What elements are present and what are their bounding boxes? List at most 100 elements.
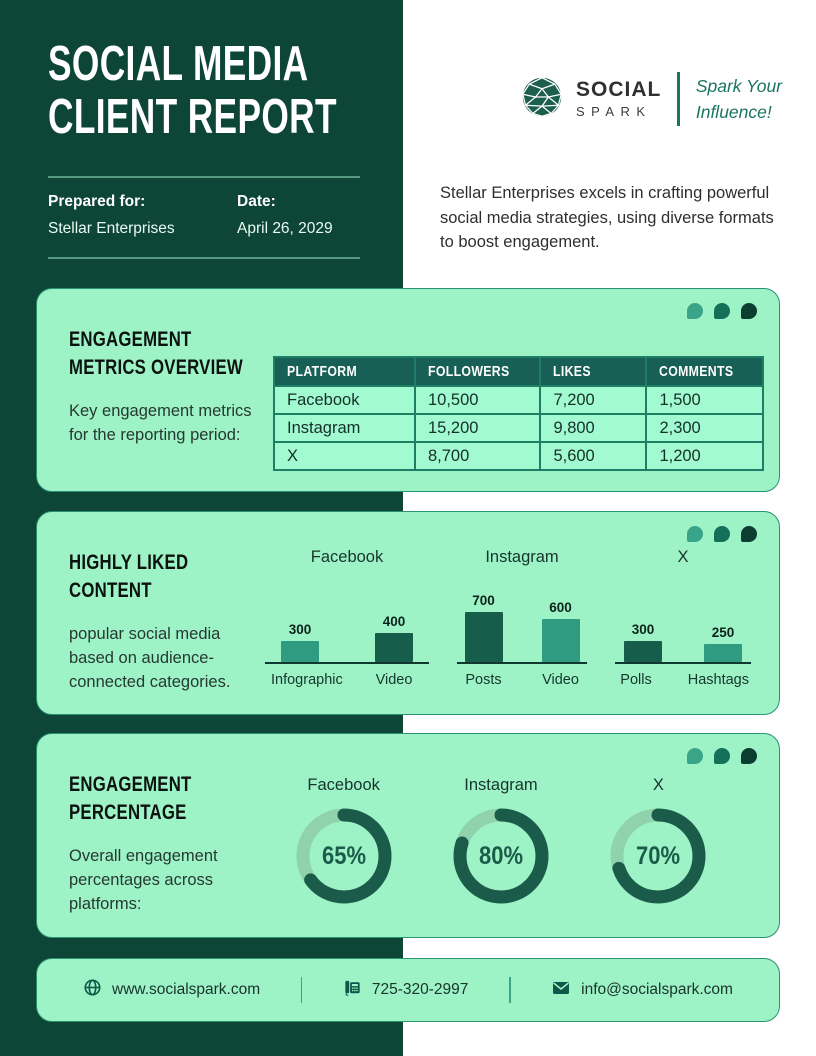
- deco-square-icon: [741, 526, 757, 542]
- table-header-label: FOLLOWERS: [428, 363, 510, 380]
- bar-category-label: Polls: [620, 672, 652, 688]
- bar-value-label: 600: [549, 600, 572, 615]
- table-cell: 15,200: [413, 413, 542, 443]
- donut-charts: Facebook 65% Instagram 80% X 70%: [265, 776, 737, 908]
- table-cell: 5,600: [539, 441, 648, 471]
- prepared-for: Prepared for: Stellar Enterprises: [48, 193, 237, 238]
- page-title-line1: SOCIAL MEDIA: [48, 37, 309, 91]
- table-cell: 1,200: [645, 441, 765, 471]
- footer-email-text: info@socialspark.com: [581, 981, 733, 998]
- bar-category-label: Infographic: [271, 672, 343, 688]
- card-corner-deco: [687, 748, 757, 764]
- donut-facebook: Facebook 65%: [265, 776, 422, 908]
- table-cell: 2,300: [645, 413, 765, 443]
- table-header-cell: FOLLOWERS: [413, 356, 542, 387]
- brand-name-top: SOCIAL: [576, 78, 662, 101]
- deco-square-icon: [687, 303, 703, 319]
- table-header-cell: COMMENTS: [645, 356, 765, 387]
- donut-chart: 65%: [292, 804, 396, 908]
- prepared-for-value: Stellar Enterprises: [48, 220, 175, 237]
- bar: [704, 644, 742, 662]
- bar-item: 400: [365, 614, 423, 662]
- prepared-block: Prepared for: Stellar Enterprises Date: …: [48, 193, 426, 238]
- globe-icon: [83, 978, 102, 1002]
- percentage-card-description: Overall engagement percentages across pl…: [69, 847, 218, 913]
- table-header-cell: PLATFORM: [273, 356, 416, 387]
- chart-bars: 700 600: [457, 580, 587, 664]
- brand-tagline-line2: Influence!: [695, 102, 772, 122]
- metrics-card-left: ENGAGEMENT METRICS OVERVIEW Key engageme…: [69, 325, 269, 447]
- deco-square-icon: [714, 748, 730, 764]
- chart-labels: Posts Video: [457, 672, 587, 688]
- prepared-for-label: Prepared for:: [48, 193, 146, 210]
- bar-item: 250: [701, 625, 745, 662]
- globe-logo-icon: [520, 75, 564, 124]
- footer-contact-bar: www.socialspark.com 725-320-2997: [36, 958, 780, 1022]
- chart-bars: 300 250: [615, 580, 751, 664]
- metrics-card-title: ENGAGEMENT METRICS OVERVIEW: [69, 327, 243, 379]
- percentage-card-left: ENGAGEMENT PERCENTAGE Overall engagement…: [69, 770, 269, 916]
- donut-title: Facebook: [307, 776, 380, 794]
- divider-line: [48, 257, 360, 259]
- chart-labels: Infographic Video: [265, 672, 429, 688]
- mail-icon: [551, 978, 571, 1003]
- bar-item: 300: [621, 622, 665, 662]
- donut-title: X: [652, 776, 664, 794]
- footer-phone-link[interactable]: 725-320-2997: [343, 978, 468, 1002]
- donut-percentage-label: 70%: [636, 841, 681, 870]
- bar-value-label: 300: [288, 622, 312, 637]
- table-header-label: COMMENTS: [659, 363, 734, 380]
- bar-value-label: 700: [472, 593, 495, 608]
- bar: [281, 641, 319, 662]
- deco-square-icon: [741, 303, 757, 319]
- deco-square-icon: [741, 748, 757, 764]
- liked-content-card: HIGHLY LIKED CONTENT popular social medi…: [36, 511, 780, 715]
- donut-title: Instagram: [464, 776, 538, 794]
- table-row: X 8,700 5,600 1,200: [273, 441, 765, 471]
- donut-percentage-label: 65%: [321, 841, 366, 870]
- table-row: Instagram 15,200 9,800 2,300: [273, 413, 765, 443]
- metrics-table-body: Facebook 10,500 7,200 1,500 Instagram 15,200 9…: [273, 385, 765, 471]
- card-corner-deco: [687, 526, 757, 542]
- chart-group-title: Instagram: [485, 548, 559, 566]
- page-title-line2: CLIENT REPORT: [48, 90, 337, 144]
- footer-website-link[interactable]: www.socialspark.com: [83, 978, 260, 1002]
- footer-website-text: www.socialspark.com: [112, 981, 261, 998]
- deco-square-icon: [714, 526, 730, 542]
- divider-line: [48, 176, 360, 178]
- table-header-label: PLATFORM: [287, 363, 358, 380]
- footer-email-link[interactable]: info@socialspark.com: [551, 978, 733, 1003]
- brand-tagline: Spark Your Influence!: [696, 73, 782, 125]
- donut-percentage-label: 80%: [478, 841, 523, 870]
- date-value: April 26, 2029: [237, 220, 333, 237]
- brand-name-bottom: SPARK: [576, 104, 652, 119]
- chart-group-x: X 300 250 Polls Hashtags: [615, 548, 751, 688]
- table-cell: Instagram: [273, 413, 416, 443]
- chart-group-title: X: [677, 548, 689, 566]
- bar: [624, 641, 662, 662]
- deco-square-icon: [687, 526, 703, 542]
- bar-item: 700: [463, 593, 504, 662]
- chart-group-title: Facebook: [310, 548, 384, 566]
- percentage-card-title: ENGAGEMENT PERCENTAGE: [69, 772, 192, 824]
- engagement-percentage-card: ENGAGEMENT PERCENTAGE Overall engagement…: [36, 733, 780, 938]
- bar-value-label: 400: [382, 614, 406, 629]
- metrics-table: PLATFORM FOLLOWERS LIKES COMMENTS Facebook 1…: [273, 356, 765, 471]
- chart-group-instagram: Instagram 700 600 Posts Video: [457, 548, 587, 688]
- brand-divider: [677, 72, 680, 126]
- deco-square-icon: [687, 748, 703, 764]
- brand-logo: SOCIAL SPARK Spark Your Influence!: [520, 72, 782, 126]
- date-block: Date: April 26, 2029: [237, 193, 426, 238]
- chart-bars: 300 400: [265, 580, 429, 664]
- chart-group-facebook: Facebook 300 400 Infographic Video: [265, 548, 429, 688]
- phone-icon: [343, 978, 362, 1002]
- table-cell: 8,700: [413, 441, 542, 471]
- bar-category-label: Posts: [465, 672, 502, 688]
- table-header-cell: LIKES: [539, 356, 648, 387]
- page-title: SOCIAL MEDIA CLIENT REPORT: [48, 38, 337, 144]
- engagement-metrics-card: ENGAGEMENT METRICS OVERVIEW Key engageme…: [36, 288, 780, 492]
- table-row: Facebook 10,500 7,200 1,500: [273, 385, 765, 415]
- metrics-card-description: Key engagement metrics for the reporting…: [69, 402, 252, 444]
- donut-chart: 80%: [449, 804, 553, 908]
